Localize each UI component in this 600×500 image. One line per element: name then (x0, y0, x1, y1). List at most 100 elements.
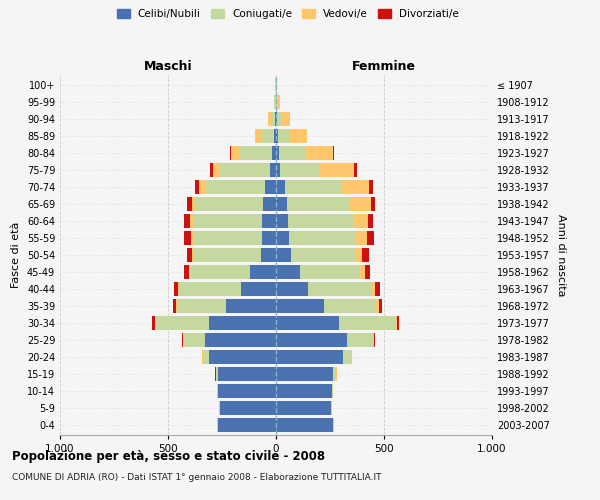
Bar (276, 180, 373, 194)
Bar (276, 316, 338, 330)
Bar (276, 350, 352, 364)
Bar (155, 316, 276, 330)
Bar (276, 401, 332, 415)
Bar (276, 316, 399, 330)
Bar (218, 418, 276, 432)
Bar (276, 129, 307, 143)
Bar (261, 129, 276, 143)
Bar (269, 163, 276, 177)
Y-axis label: Anni di nascita: Anni di nascita (556, 214, 566, 296)
Bar (276, 231, 289, 245)
Bar (276, 282, 376, 296)
Bar (276, 248, 362, 262)
Bar (276, 112, 290, 126)
Bar (276, 418, 334, 432)
Bar (276, 418, 333, 432)
Bar (276, 197, 287, 211)
Bar (276, 401, 332, 415)
Bar (276, 163, 280, 177)
Bar (276, 214, 368, 228)
Bar (276, 248, 369, 262)
Bar (275, 78, 276, 92)
Bar (276, 333, 373, 347)
Bar (274, 95, 276, 109)
Bar (276, 129, 307, 143)
Bar (275, 78, 276, 92)
Bar (215, 367, 276, 381)
Bar (191, 231, 276, 245)
Bar (276, 418, 334, 432)
Bar (217, 418, 276, 432)
Bar (276, 146, 305, 160)
Bar (178, 282, 276, 296)
Bar (262, 214, 276, 228)
Bar (263, 197, 276, 211)
Text: COMUNE DI ADRIA (RO) - Dati ISTAT 1° gennaio 2008 - Elaborazione TUTTITALIA.IT: COMUNE DI ADRIA (RO) - Dati ISTAT 1° gen… (12, 472, 382, 482)
Legend: Celibi/Nubili, Coniugati/e, Vedovi/e, Divorziati/e: Celibi/Nubili, Coniugati/e, Vedovi/e, Di… (113, 5, 463, 24)
Bar (209, 316, 276, 330)
Bar (276, 265, 370, 279)
Bar (276, 180, 284, 194)
Bar (217, 418, 276, 432)
Bar (276, 367, 337, 381)
Bar (184, 265, 276, 279)
Bar (176, 299, 276, 313)
Bar (218, 384, 276, 398)
Bar (276, 299, 376, 313)
Bar (265, 180, 276, 194)
Bar (261, 248, 276, 262)
Bar (276, 299, 379, 313)
Bar (276, 418, 334, 432)
Bar (276, 333, 375, 347)
Bar (276, 197, 371, 211)
Bar (196, 197, 276, 211)
Bar (219, 401, 276, 415)
Bar (276, 316, 396, 330)
Bar (226, 299, 276, 313)
Bar (205, 333, 276, 347)
Bar (276, 299, 323, 313)
Bar (262, 231, 276, 245)
Bar (202, 350, 276, 364)
Bar (268, 112, 276, 126)
Bar (195, 180, 276, 194)
Bar (155, 316, 276, 330)
Bar (230, 146, 276, 160)
Bar (276, 333, 347, 347)
Bar (276, 282, 308, 296)
Bar (173, 299, 276, 313)
Bar (219, 401, 276, 415)
Bar (184, 231, 276, 245)
Bar (274, 95, 276, 109)
Bar (250, 265, 276, 279)
Bar (276, 316, 397, 330)
Bar (187, 197, 276, 211)
Bar (276, 180, 341, 194)
Bar (193, 214, 276, 228)
Bar (276, 78, 277, 92)
Bar (276, 248, 291, 262)
Bar (190, 265, 276, 279)
Bar (217, 384, 276, 398)
Bar (276, 384, 333, 398)
Bar (276, 350, 352, 364)
Bar (276, 367, 337, 381)
Bar (276, 112, 290, 126)
Bar (192, 248, 276, 262)
Bar (220, 401, 276, 415)
Bar (276, 146, 279, 160)
Bar (202, 350, 276, 364)
Bar (188, 265, 276, 279)
Bar (276, 367, 337, 381)
Bar (194, 248, 276, 262)
Bar (276, 129, 278, 143)
Bar (276, 95, 278, 109)
Bar (276, 265, 300, 279)
Bar (276, 248, 356, 262)
Bar (152, 316, 276, 330)
Bar (182, 333, 276, 347)
Bar (276, 401, 332, 415)
Bar (199, 180, 276, 194)
Y-axis label: Fasce di età: Fasce di età (11, 222, 21, 288)
Bar (256, 129, 276, 143)
